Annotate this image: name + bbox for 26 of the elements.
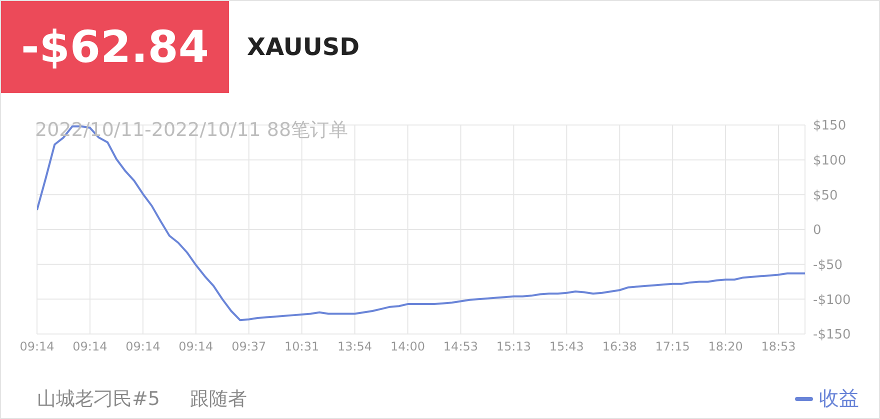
x-tick-label: 10:31 <box>284 340 320 354</box>
x-tick-label: 15:43 <box>549 340 584 354</box>
x-tick-label: 15:13 <box>496 340 531 354</box>
y-tick-label: $50 <box>813 188 838 204</box>
x-tick-label: 09:37 <box>232 340 266 354</box>
x-tick-label: 16:38 <box>602 340 637 354</box>
x-tick-label: 13:54 <box>337 340 372 354</box>
x-tick-label: 17:15 <box>655 340 690 354</box>
x-tick-label: 09:14 <box>20 340 54 354</box>
x-tick-label: 14:00 <box>390 340 426 354</box>
x-tick-label: 18:20 <box>708 340 743 354</box>
legend-label: 收益 <box>819 385 859 412</box>
y-tick-label: 0 <box>813 223 822 238</box>
x-tick-label: 14:53 <box>443 340 478 354</box>
x-tick-label: 09:14 <box>126 340 160 354</box>
y-tick-label: -$50 <box>813 258 843 273</box>
text: 山城老刁民#5 跟随者 <box>37 388 248 410</box>
y-tick-label: $100 <box>813 153 846 168</box>
y-tick-label: $150 <box>813 118 846 134</box>
x-tick-label: 09:14 <box>178 340 214 354</box>
y-tick-label: -$150 <box>813 328 851 343</box>
text: -$62.84 <box>1 1 229 93</box>
chart-title: XAUUSD <box>247 33 360 61</box>
x-tick-label: 18:53 <box>761 340 796 354</box>
y-tick-label: -$100 <box>813 292 851 308</box>
x-tick-label: 09:14 <box>72 340 108 354</box>
